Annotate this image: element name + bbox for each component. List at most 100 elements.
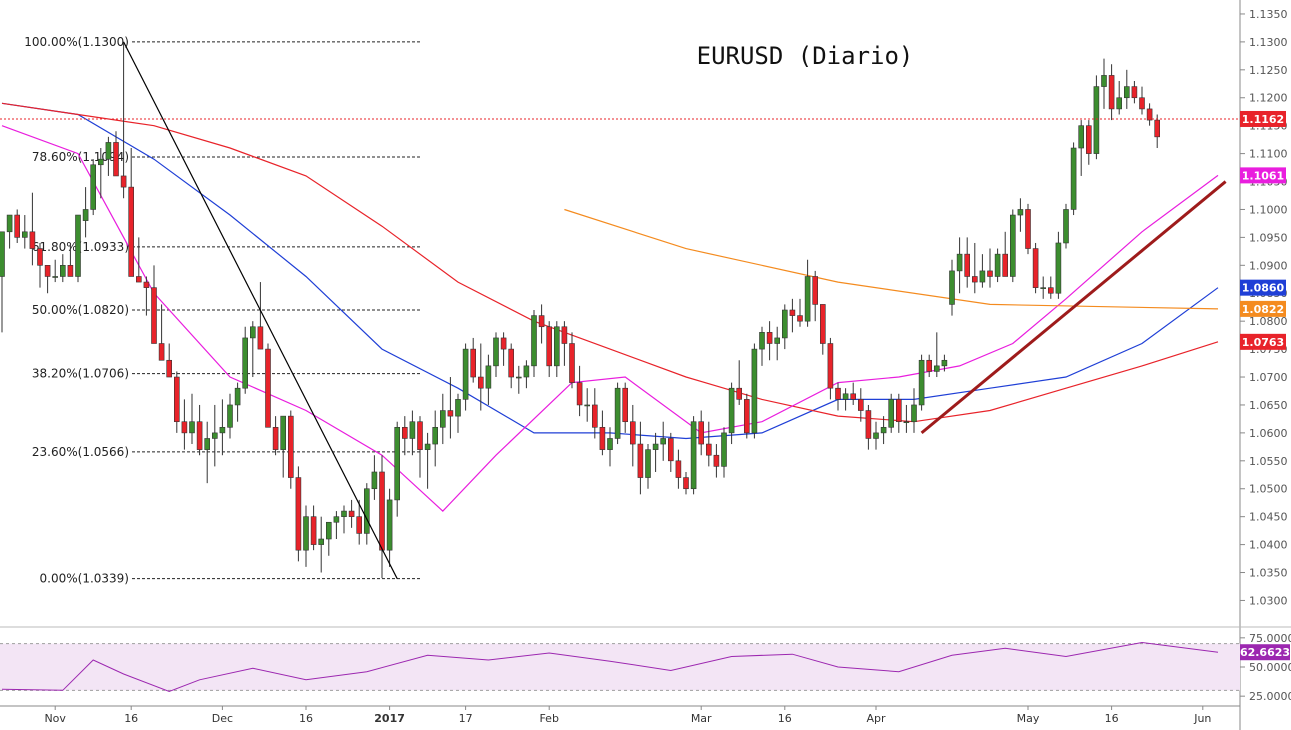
candle [964, 237, 971, 288]
candle [105, 136, 112, 176]
candle-body [401, 426, 408, 439]
candle-body [196, 421, 203, 450]
candle-body [1063, 209, 1069, 244]
candle [181, 399, 188, 450]
time-tick-label: Feb [539, 712, 558, 725]
candle [667, 432, 674, 472]
candle-body [82, 209, 89, 221]
candle-body [310, 516, 317, 545]
candle-body [75, 214, 81, 277]
candle [865, 404, 872, 450]
candle [949, 259, 955, 316]
candle-body [926, 359, 933, 372]
candle-body [136, 276, 142, 283]
candle [515, 365, 522, 394]
candle-body [143, 281, 150, 288]
candle-body [356, 516, 363, 534]
time-tick-label: Jun [1193, 712, 1211, 725]
candle-body [90, 164, 96, 210]
price-tick-label: 1.1000 [1249, 203, 1288, 216]
candle-body [455, 399, 461, 417]
candle [827, 337, 834, 400]
price-badge-label: 1.0763 [1242, 336, 1284, 349]
candle [698, 410, 705, 456]
candle [234, 382, 241, 422]
candle-body [698, 421, 705, 445]
candle [1032, 242, 1039, 294]
candle [462, 343, 469, 411]
time-tick-label: Dec [212, 712, 233, 725]
candle [804, 259, 811, 327]
candle [318, 516, 325, 573]
price-tick-label: 1.1100 [1249, 148, 1288, 161]
candle-body [971, 276, 978, 283]
candle-body [690, 421, 697, 490]
candle [690, 416, 697, 495]
candle [1139, 86, 1145, 115]
time-tick-label: May [1017, 712, 1040, 725]
candle [166, 343, 172, 378]
candle-body [14, 214, 20, 238]
candle [204, 421, 210, 484]
candle-body [652, 443, 659, 450]
candle-body [500, 337, 507, 350]
candle [591, 388, 598, 439]
moving-averages [1, 102, 1219, 512]
rsi-pane: 75.0000 50.0000 25.0000 62.6623 [0, 632, 1291, 703]
price-tick-label: 1.0650 [1249, 399, 1288, 412]
candle-body [1040, 287, 1046, 289]
rsi-value-label: 62.6623 [1240, 646, 1290, 659]
candle [128, 148, 134, 277]
candle-body [379, 471, 385, 551]
candle [774, 326, 781, 361]
candle [439, 393, 446, 445]
candle [789, 298, 796, 333]
candle [333, 511, 340, 540]
price-badge: 1.0822 [1240, 300, 1286, 317]
candle-body [941, 359, 948, 367]
candle [196, 404, 203, 456]
candle-body [1070, 147, 1077, 210]
candle-body [394, 426, 401, 501]
candle-body [493, 337, 499, 367]
candle [1017, 198, 1024, 232]
fib-label: 100.00%(1.1300) [24, 35, 129, 49]
candle [546, 321, 553, 378]
price-badge-label: 1.1061 [1242, 169, 1284, 182]
candle-body [569, 343, 575, 383]
candle-body [371, 471, 378, 490]
candle-body [759, 332, 765, 350]
price-tick-label: 1.0450 [1249, 511, 1288, 524]
candle-body [736, 387, 743, 400]
candle-body [1078, 125, 1084, 149]
time-axis: Nov 16 Dec 16 2017 17 Feb Mar 16 Apr May 16 Jun [44, 706, 1211, 725]
price-tick-label: 1.1250 [1249, 64, 1288, 77]
candle [409, 410, 416, 456]
candle [394, 421, 401, 517]
candle-body [956, 253, 963, 272]
time-tick-label: 16 [299, 712, 313, 725]
candle-body [341, 510, 347, 517]
candle [371, 455, 378, 500]
candle [1040, 276, 1046, 299]
candle-body [1139, 97, 1145, 110]
candle [21, 215, 28, 249]
price-badge: 1.1061 [1240, 167, 1286, 184]
candle [136, 237, 142, 283]
candle-body [424, 443, 431, 450]
candle [67, 242, 74, 277]
candle [1086, 120, 1092, 165]
candle-body [181, 421, 188, 434]
candle [538, 304, 545, 344]
rsi-tick-label: 25.0000 [1249, 690, 1291, 703]
candle-body [0, 231, 5, 277]
candle [1101, 58, 1107, 109]
candle [75, 214, 81, 283]
candle-body [98, 158, 104, 166]
candle [1070, 142, 1077, 216]
candle [561, 321, 568, 366]
candle-body [751, 348, 758, 434]
candle-body [325, 521, 332, 540]
candle-body [219, 426, 226, 434]
candle [272, 416, 279, 456]
